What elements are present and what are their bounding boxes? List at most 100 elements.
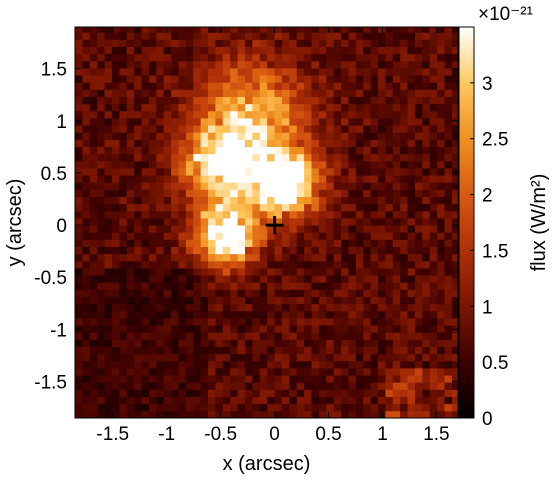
- map-pixel: [148, 53, 157, 62]
- map-pixel: [82, 146, 91, 155]
- map-pixel: [185, 410, 194, 419]
- map-pixel: [437, 325, 445, 333]
- map-pixel: [289, 153, 298, 162]
- map-pixel: [134, 225, 142, 233]
- map-pixel: [304, 139, 312, 147]
- map-pixel: [281, 39, 290, 47]
- map-pixel: [281, 139, 290, 147]
- map-pixel: [163, 389, 172, 397]
- map-pixel: [451, 275, 459, 283]
- map-pixel: [222, 89, 231, 97]
- map-pixel: [407, 103, 416, 112]
- map-pixel: [111, 196, 120, 205]
- map-pixel: [348, 27, 357, 33]
- map-pixel: [422, 175, 431, 183]
- map-pixel: [119, 132, 128, 140]
- map-pixel: [274, 27, 283, 33]
- map-pixel: [348, 396, 357, 405]
- map-pixel: [259, 382, 268, 390]
- map-pixel: [392, 27, 401, 33]
- map-pixel: [289, 27, 298, 33]
- map-pixel: [97, 232, 105, 240]
- map-pixel: [281, 303, 290, 312]
- map-pixel: [326, 225, 335, 233]
- map-pixel: [252, 60, 261, 69]
- map-pixel: [296, 53, 305, 62]
- map-pixel: [355, 103, 364, 112]
- map-pixel: [444, 96, 453, 105]
- map-pixel: [230, 253, 238, 262]
- map-pixel: [274, 125, 283, 133]
- map-pixel: [400, 310, 408, 319]
- map-pixel: [333, 403, 342, 412]
- map-pixel: [304, 146, 312, 155]
- map-pixel: [326, 175, 335, 183]
- map-pixel: [385, 125, 394, 133]
- map-pixel: [267, 410, 275, 419]
- map-pixel: [237, 68, 246, 76]
- map-pixel: [370, 289, 379, 297]
- map-pixel: [355, 289, 364, 297]
- map-pixel: [75, 382, 83, 390]
- map-pixel: [267, 289, 275, 297]
- map-pixel: [259, 189, 268, 197]
- map-pixel: [407, 360, 416, 369]
- map-pixel: [171, 346, 179, 355]
- map-pixel: [437, 339, 445, 347]
- map-pixel: [185, 289, 194, 297]
- map-pixel: [333, 153, 342, 162]
- map-pixel: [178, 118, 187, 126]
- map-pixel: [451, 53, 459, 62]
- map-pixel: [156, 382, 165, 390]
- map-pixel: [370, 89, 379, 97]
- map-pixel: [444, 332, 453, 340]
- map-pixel: [252, 82, 261, 90]
- map-pixel: [193, 289, 202, 297]
- map-pixel: [422, 146, 431, 155]
- map-pixel: [178, 46, 187, 55]
- map-pixel: [311, 396, 320, 405]
- map-pixel: [156, 253, 165, 262]
- map-pixel: [385, 346, 394, 355]
- map-pixel: [304, 303, 312, 312]
- map-pixel: [385, 339, 394, 347]
- map-pixel: [126, 96, 135, 105]
- map-pixel: [422, 27, 431, 33]
- map-pixel: [281, 53, 290, 62]
- map-pixel: [385, 53, 394, 62]
- map-pixel: [89, 353, 98, 362]
- map-pixel: [296, 375, 305, 383]
- y-tick-label: 1.5: [41, 60, 67, 81]
- map-pixel: [89, 282, 98, 290]
- map-pixel: [326, 189, 335, 197]
- map-pixel: [89, 396, 98, 405]
- map-pixel: [363, 53, 372, 62]
- map-pixel: [363, 68, 372, 76]
- map-pixel: [104, 239, 113, 247]
- map-pixel: [348, 282, 357, 290]
- map-pixel: [185, 375, 194, 383]
- map-pixel: [400, 318, 408, 326]
- map-pixel: [414, 153, 423, 162]
- map-pixel: [392, 389, 401, 397]
- map-pixel: [163, 182, 172, 190]
- map-pixel: [407, 253, 416, 262]
- map-pixel: [119, 346, 128, 355]
- map-pixel: [193, 239, 202, 247]
- map-pixel: [304, 360, 312, 369]
- map-pixel: [414, 339, 423, 347]
- map-pixel: [134, 303, 142, 312]
- map-pixel: [400, 168, 408, 176]
- map-pixel: [341, 296, 349, 305]
- map-pixel: [200, 203, 209, 212]
- map-pixel: [355, 203, 364, 212]
- map-pixel: [89, 403, 98, 412]
- map-pixel: [281, 239, 290, 247]
- map-pixel: [148, 296, 157, 305]
- map-pixel: [75, 139, 83, 147]
- map-pixel: [355, 125, 364, 133]
- map-pixel: [222, 203, 231, 212]
- map-pixel: [326, 260, 335, 269]
- map-pixel: [422, 318, 431, 326]
- map-pixel: [407, 268, 416, 276]
